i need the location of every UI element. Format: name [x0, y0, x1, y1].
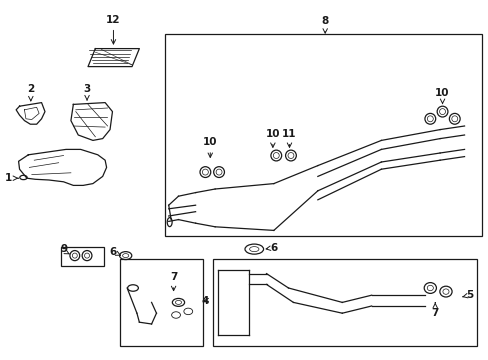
Text: 2: 2	[27, 84, 34, 101]
Bar	[165, 34, 481, 236]
Text: 6: 6	[265, 243, 277, 253]
Bar	[61, 247, 104, 266]
Bar	[212, 259, 476, 346]
Text: 3: 3	[83, 84, 90, 100]
Text: 8: 8	[321, 16, 328, 33]
Text: 11: 11	[282, 129, 296, 147]
Text: 7: 7	[430, 303, 438, 318]
Text: 9: 9	[60, 244, 67, 255]
Text: 10: 10	[434, 88, 449, 104]
Text: 10: 10	[203, 137, 217, 157]
Bar	[120, 259, 203, 346]
Text: 7: 7	[169, 272, 177, 291]
Text: 5: 5	[462, 290, 472, 300]
Text: 12: 12	[106, 15, 121, 44]
Text: 6: 6	[110, 247, 120, 257]
Text: 10: 10	[265, 129, 280, 147]
Text: 1: 1	[5, 173, 18, 183]
Text: 4: 4	[201, 296, 209, 306]
